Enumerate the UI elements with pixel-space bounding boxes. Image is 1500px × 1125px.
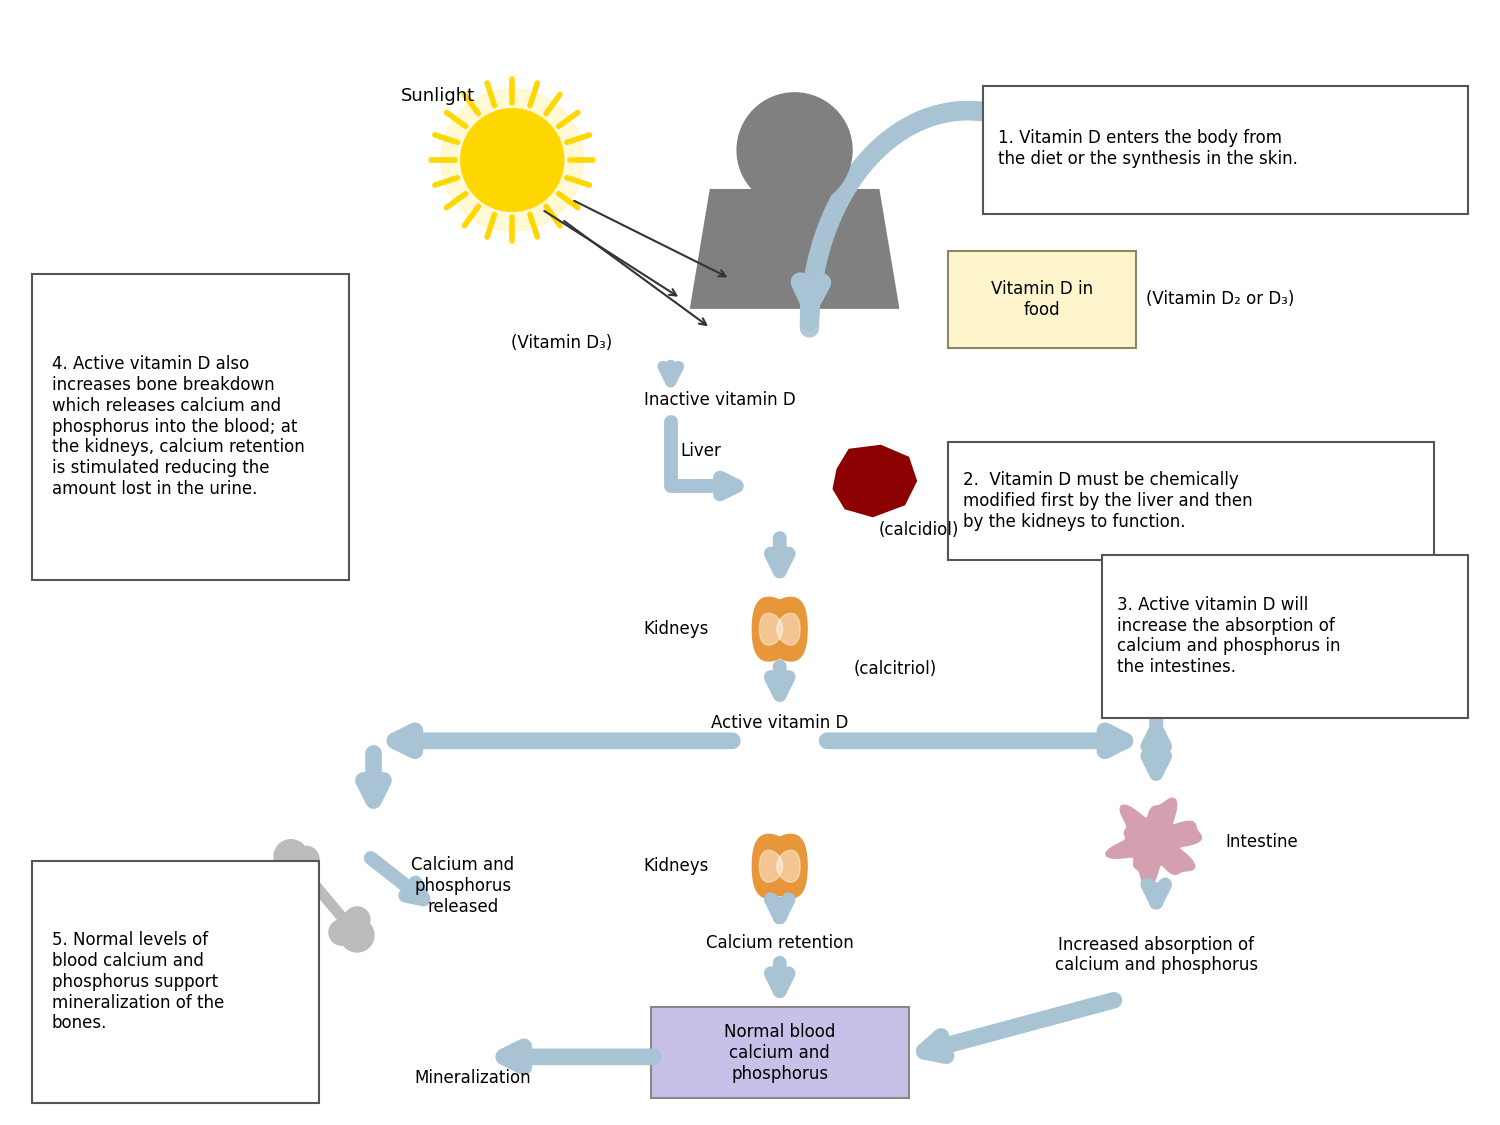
Text: (Vitamin D₂ or D₃): (Vitamin D₂ or D₃) [1146,290,1294,308]
Text: (calcitriol): (calcitriol) [853,659,938,677]
FancyBboxPatch shape [651,1008,909,1098]
Circle shape [736,93,852,207]
Polygon shape [753,835,800,898]
Polygon shape [777,190,810,209]
Text: (calcidiol): (calcidiol) [879,521,959,539]
FancyBboxPatch shape [32,862,320,1104]
FancyBboxPatch shape [1101,555,1468,718]
Text: 4. Active vitamin D also
increases bone breakdown
which releases calcium and
pho: 4. Active vitamin D also increases bone … [51,356,305,498]
Polygon shape [833,446,916,516]
Polygon shape [753,597,800,661]
Circle shape [274,839,308,873]
Polygon shape [759,613,783,645]
Polygon shape [690,190,898,308]
Circle shape [344,907,370,933]
Text: Mineralization: Mineralization [414,1070,531,1088]
Text: 5. Normal levels of
blood calcium and
phosphorus support
mineralization of the
b: 5. Normal levels of blood calcium and ph… [51,932,224,1033]
Circle shape [278,860,304,884]
Text: Vitamin D in
food: Vitamin D in food [992,280,1094,318]
Text: Liver: Liver [680,442,722,460]
Circle shape [340,918,374,952]
Text: Active vitamin D: Active vitamin D [711,714,849,732]
Text: 1. Vitamin D enters the body from
the diet or the synthesis in the skin.: 1. Vitamin D enters the body from the di… [998,128,1298,168]
Text: Increased absorption of
calcium and phosphorus: Increased absorption of calcium and phos… [1054,936,1258,974]
Text: Sunlight: Sunlight [400,87,476,105]
Polygon shape [760,835,807,898]
Circle shape [460,109,564,212]
Text: 3. Active vitamin D will
increase the absorption of
calcium and phosphorus in
th: 3. Active vitamin D will increase the ab… [1116,596,1340,676]
Text: Kidneys: Kidneys [644,857,708,875]
Text: Normal blood
calcium and
phosphorus: Normal blood calcium and phosphorus [724,1023,836,1082]
Polygon shape [759,850,783,882]
Polygon shape [760,597,807,661]
FancyBboxPatch shape [32,273,350,579]
Text: Kidneys: Kidneys [644,620,708,638]
Circle shape [441,89,584,231]
FancyBboxPatch shape [982,86,1468,215]
Text: (Vitamin D₃): (Vitamin D₃) [512,334,612,352]
Text: Inactive vitamin D: Inactive vitamin D [645,392,796,410]
Text: Calcium retention: Calcium retention [706,934,854,952]
Text: 2.  Vitamin D must be chemically
modified first by the liver and then
by the kid: 2. Vitamin D must be chemically modified… [963,471,1252,531]
FancyBboxPatch shape [948,251,1137,348]
Polygon shape [1106,799,1202,889]
Text: Intestine: Intestine [1226,832,1299,850]
Circle shape [328,919,354,945]
Polygon shape [777,850,800,882]
Text: Calcium and
phosphorus
released: Calcium and phosphorus released [411,856,515,916]
Polygon shape [777,613,800,645]
FancyBboxPatch shape [948,441,1434,560]
Circle shape [292,846,320,872]
